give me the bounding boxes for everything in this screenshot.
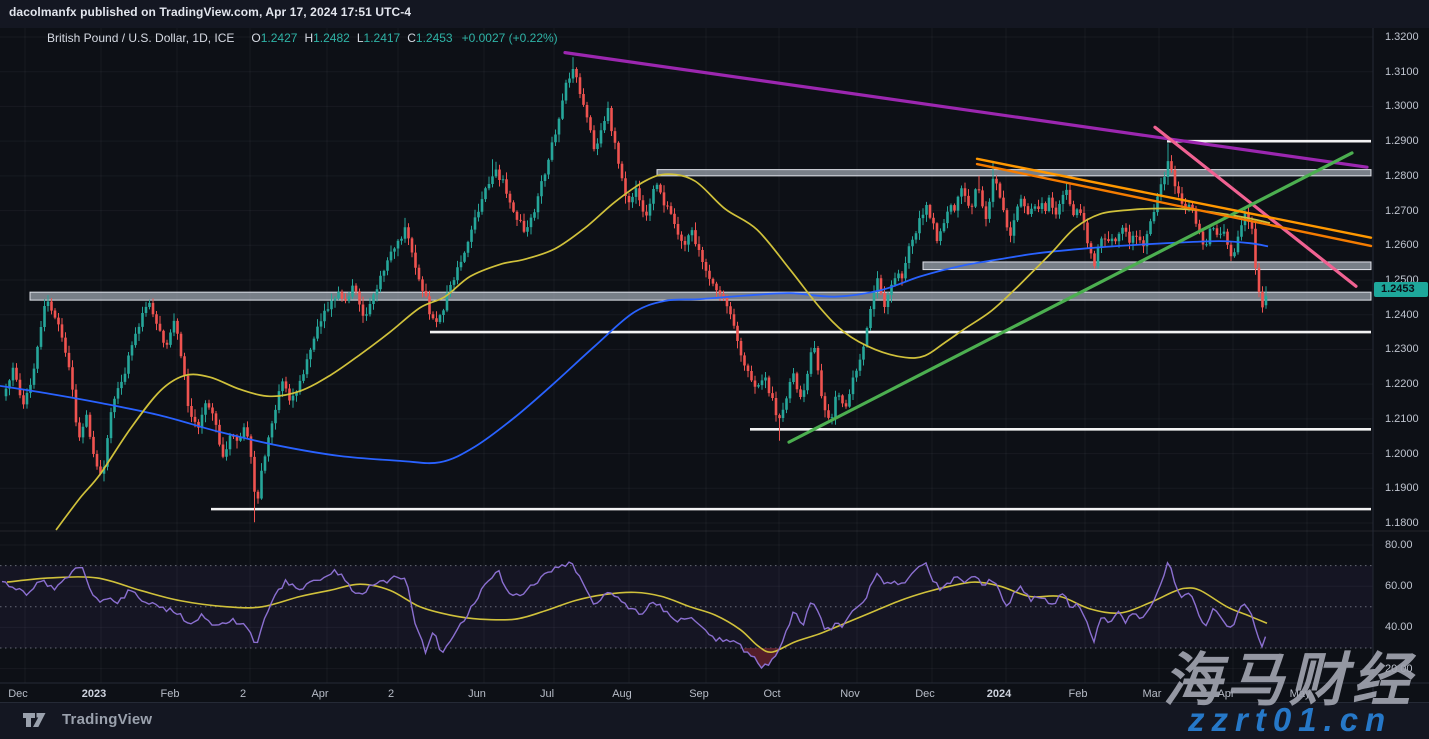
header-strip <box>0 0 1429 28</box>
price-axis-label: 1.2600 <box>1385 239 1419 252</box>
time-axis-label-dec: Dec <box>915 688 935 700</box>
price-axis-label: 1.3200 <box>1385 31 1419 43</box>
ma-fast-yellow-line[interactable] <box>55 173 1271 531</box>
time-axis-label-nov: Nov <box>840 688 860 700</box>
time-axis-label-jun: Jun <box>468 688 486 700</box>
watermark-url-text: zzrt01.cn <box>1188 701 1393 738</box>
publish-header: dacolmanfx published on TradingView.com,… <box>9 5 411 19</box>
time-axis-label-aug: Aug <box>612 688 632 700</box>
price-axis-label: 1.2300 <box>1385 343 1419 356</box>
publish-text: dacolmanfx published on TradingView.com,… <box>9 5 412 19</box>
price-axis-label: 1.2000 <box>1385 447 1419 460</box>
tradingview-logo-text: TradingView <box>62 711 153 728</box>
price-axis-label: 1.2200 <box>1385 378 1419 391</box>
trendline-green[interactable] <box>787 151 1354 444</box>
ohlc-value: 1.2453 <box>415 31 453 45</box>
rsi-axis-label: 60.00 <box>1385 580 1413 593</box>
rsi-line[interactable] <box>1 561 1267 670</box>
rsi-oversold-fill <box>744 648 784 668</box>
price-axis-label: 1.1900 <box>1385 482 1419 495</box>
branding-strip <box>0 702 1429 739</box>
trendline-purple[interactable] <box>563 51 1369 169</box>
trendline-orange-upper[interactable] <box>975 157 1373 239</box>
rsi-panel <box>0 544 1373 670</box>
rsi-lines <box>1 561 1268 670</box>
zone-band-1-2442-1-2465[interactable] <box>29 291 1372 301</box>
time-axis-label-oct: Oct <box>763 688 781 700</box>
price-axis-label: 1.2800 <box>1385 169 1419 182</box>
ohlc-key: H <box>304 31 314 45</box>
rsi-axis-label: 20.00 <box>1385 662 1413 675</box>
price-axis-label: 1.2700 <box>1385 204 1419 217</box>
trendline-orange-lower[interactable] <box>975 162 1373 248</box>
zone-band-1-2530-1-2552[interactable] <box>922 261 1372 271</box>
rsi-axis-label: 40.00 <box>1385 621 1413 634</box>
price-axis-label: 1.2100 <box>1385 412 1419 425</box>
time-axis-label-2: 2 <box>387 688 395 700</box>
time-axis-label-jul: Jul <box>539 688 555 700</box>
ohlc-value: 1.2482 <box>313 31 350 45</box>
time-axis-label-may: May <box>1289 688 1311 700</box>
ohlc-key: C <box>407 31 416 45</box>
time-axis-label-2024: 2024 <box>986 688 1012 700</box>
last-price-text: 1.2453 <box>1381 283 1415 295</box>
ohlc-values: O1.2427 H1.2482 L1.2417 C1.2453 <box>244 31 452 45</box>
last-price-label: 1.2453 <box>1374 282 1428 297</box>
moving-averages <box>0 173 1271 531</box>
rsi-axis-label: 80.00 <box>1385 539 1413 551</box>
time-axis-label-2: 2 <box>239 688 247 700</box>
tradingview-logo-icon <box>23 712 46 727</box>
watermark-cn-text: 海马财经 <box>1163 648 1416 713</box>
ohlc-value: 1.2417 <box>363 31 401 45</box>
price-axis-label: 1.3100 <box>1385 65 1419 78</box>
time-axis-label-apr: Apr <box>311 688 329 700</box>
time-axis-label-apr: Apr <box>1217 688 1235 700</box>
time-axis-label-2023: 2023 <box>81 688 107 700</box>
ohlc-key: O <box>251 31 261 45</box>
ohlc-key: L <box>356 31 364 45</box>
price-axis-label: 1.1800 <box>1385 517 1419 529</box>
symbol-legend[interactable]: British Pound / U.S. Dollar, 1D, ICE O1.2… <box>47 31 558 45</box>
price-axis-label: 1.2400 <box>1385 308 1419 321</box>
price-axis-label: 1.2900 <box>1385 135 1419 148</box>
symbol-title[interactable]: British Pound / U.S. Dollar, 1D, ICE <box>47 31 235 45</box>
change-value: +0.0027 (+0.22%) <box>461 31 558 45</box>
ohlc-value: 1.2427 <box>260 31 298 45</box>
time-axis-label-sep: Sep <box>689 688 709 700</box>
time-axis-label-dec: Dec <box>8 688 28 700</box>
time-axis-label-feb: Feb <box>160 688 180 700</box>
candles-layer <box>4 57 1268 523</box>
time-axis-label-feb: Feb <box>1068 688 1088 700</box>
time-axis-label-mar: Mar <box>1142 688 1162 700</box>
tradingview-branding[interactable]: TradingView <box>23 711 152 728</box>
price-axis-label: 1.3000 <box>1385 100 1419 113</box>
ma-slow-blue-line[interactable] <box>0 240 1269 465</box>
trendline-pink[interactable] <box>1153 125 1358 288</box>
rsi-ma-line[interactable] <box>6 576 1268 654</box>
